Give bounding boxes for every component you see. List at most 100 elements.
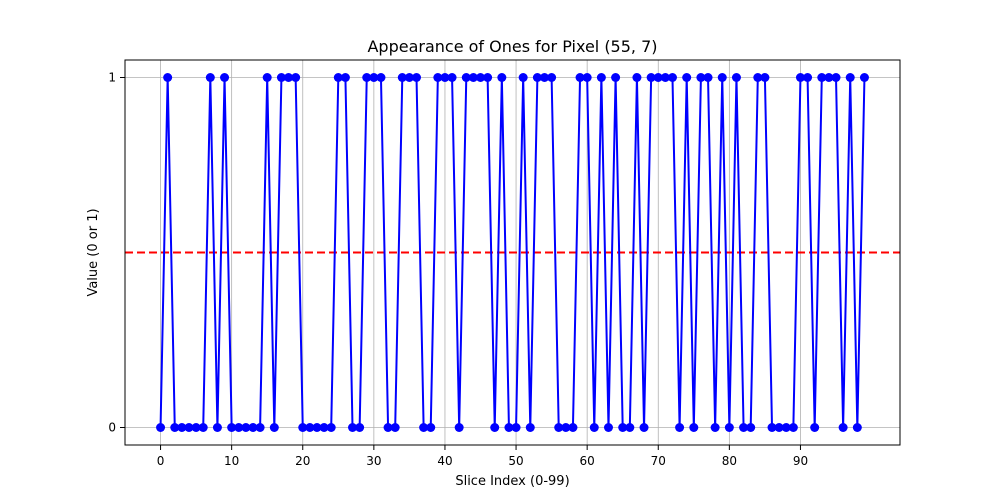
data-point [319,423,329,432]
data-point [717,73,727,82]
data-point [326,423,336,432]
y-tick-label: 0 [108,421,116,435]
data-point [163,73,173,82]
x-tick-label: 30 [366,454,381,468]
data-point [291,73,301,82]
data-point [248,423,258,432]
data-point [724,423,734,432]
data-point [170,423,180,432]
data-point [511,423,521,432]
data-point [852,423,862,432]
plot-frame [124,59,901,446]
data-point [476,73,486,82]
data-point [184,423,194,432]
data-point [191,423,201,432]
x-tick-label: 0 [157,454,165,468]
data-point [611,73,621,82]
data-point [234,423,244,432]
data-point [333,73,343,82]
x-axis-label: Slice Index (0-99) [455,474,569,489]
data-point [803,73,813,82]
data-point [504,423,514,432]
data-point [774,423,784,432]
data-point [369,73,379,82]
chart-title: Appearance of Ones for Pixel (55, 7) [367,37,657,56]
data-point [675,423,685,432]
data-point [689,423,699,432]
data-point [739,423,749,432]
data-point [447,73,457,82]
data-point [653,73,663,82]
data-point [547,73,557,82]
data-point [390,423,400,432]
data-point [355,423,365,432]
data-point [269,423,279,432]
data-point [618,423,628,432]
data-point [554,423,564,432]
data-point [646,73,656,82]
data-point [682,73,692,82]
data-point [838,423,848,432]
data-point [518,73,528,82]
x-tick-label: 20 [295,454,310,468]
data-point [667,73,677,82]
data-point [831,73,841,82]
data-point [532,73,542,82]
x-tick-label: 10 [224,454,239,468]
data-point [781,423,791,432]
x-tick-label: 50 [508,454,523,468]
data-point [603,423,613,432]
x-tick-label: 70 [651,454,666,468]
data-point [440,73,450,82]
series-group [156,73,869,432]
axes: 0 10 20 30 40 50 60 70 80 90 0 1 [108,71,808,469]
data-point [810,423,820,432]
data-point [276,73,286,82]
data-point [767,423,777,432]
data-point [497,73,507,82]
data-point [212,423,222,432]
data-point [397,73,407,82]
data-point [227,423,237,432]
data-point [703,73,713,82]
data-point [795,73,805,82]
x-tick-label: 90 [793,454,808,468]
data-point [156,423,166,432]
data-point [298,423,308,432]
data-point [710,423,720,432]
data-point [262,73,272,82]
data-point [731,73,741,82]
data-point [419,423,429,432]
data-point [568,423,578,432]
data-point [177,423,187,432]
y-axis-label: Value (0 or 1) [86,208,101,296]
data-point [859,73,869,82]
data-point [589,423,599,432]
data-point [625,423,635,432]
data-point [205,73,215,82]
data-point [305,423,315,432]
data-point [241,423,251,432]
data-point [461,73,471,82]
data-point [490,423,500,432]
data-point [284,73,294,82]
x-tick-label: 40 [437,454,452,468]
data-point [255,423,265,432]
data-point [696,73,706,82]
data-point [639,423,649,432]
data-point [426,423,436,432]
data-point [824,73,834,82]
data-point [753,73,763,82]
data-point [660,73,670,82]
data-point [383,423,393,432]
data-point [376,73,386,82]
data-point [483,73,493,82]
data-point [454,423,464,432]
data-point [468,73,478,82]
data-point [561,423,571,432]
x-tick-label: 80 [722,454,737,468]
data-point [525,423,535,432]
data-point [362,73,372,82]
data-point [845,73,855,82]
